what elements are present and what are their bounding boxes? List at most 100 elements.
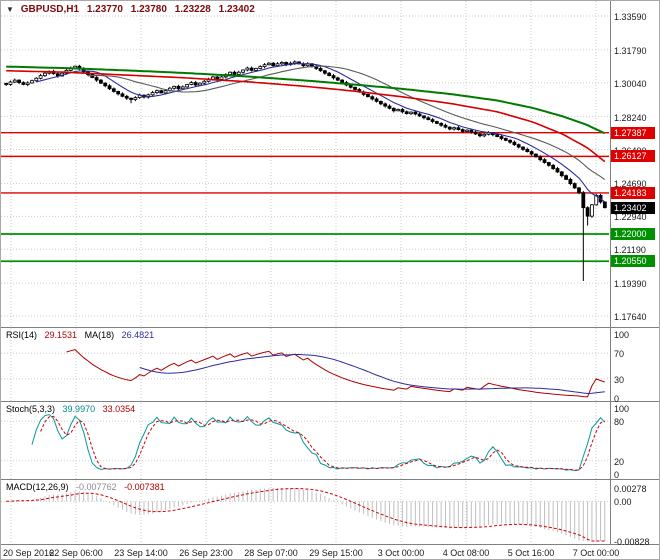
candle-body — [508, 139, 512, 143]
candle-body — [159, 90, 164, 94]
candle-body — [525, 148, 530, 153]
candle-body — [452, 127, 456, 130]
candle-body — [542, 159, 547, 163]
candle-body — [94, 77, 99, 81]
candle-body — [378, 100, 383, 105]
candle-body — [275, 63, 280, 67]
candle-body — [572, 183, 577, 189]
candle-body — [551, 164, 556, 169]
candle-body — [21, 82, 26, 85]
candle-body — [198, 82, 202, 86]
candle-body — [422, 115, 426, 119]
candle-body — [434, 121, 439, 124]
candle-body — [99, 79, 103, 84]
candle-body — [374, 98, 379, 102]
candle-body — [266, 62, 271, 66]
candle-body — [568, 179, 573, 184]
ma-slow-line — [87, 65, 606, 181]
candle-body — [439, 122, 444, 126]
candle-body — [215, 76, 220, 80]
candle-body — [155, 90, 159, 93]
candle-body — [43, 72, 47, 77]
candle-body — [478, 133, 482, 137]
candle-body — [340, 79, 345, 83]
candle-body — [447, 126, 452, 130]
candle-body — [249, 67, 254, 71]
candle-body — [327, 72, 332, 77]
candle-body — [348, 84, 353, 88]
candle-body — [512, 141, 517, 146]
candle-body — [228, 71, 233, 75]
candle-body — [254, 68, 258, 71]
red-ma-line — [6, 69, 606, 163]
candle-body — [262, 64, 267, 67]
candle-body — [331, 75, 336, 79]
candle-body — [577, 187, 581, 194]
candle-body — [133, 97, 138, 100]
candle-body — [258, 66, 263, 69]
candle-body — [12, 79, 17, 83]
macd-signal-line — [6, 487, 605, 542]
candle-body — [318, 68, 323, 72]
candle-body — [426, 117, 431, 121]
candle-body — [482, 133, 487, 137]
stoch-d-line — [40, 415, 606, 471]
candle-body — [236, 71, 241, 75]
candle-body — [180, 86, 185, 90]
candle-body — [30, 80, 34, 84]
candle-body — [400, 109, 405, 113]
candle-body — [409, 111, 413, 115]
candle-body — [581, 192, 586, 209]
candle-body — [529, 151, 534, 155]
candle-body — [176, 85, 181, 90]
candle-body — [534, 153, 538, 158]
candle-body — [163, 90, 168, 94]
candle-body — [473, 131, 478, 135]
green-ma-line — [6, 65, 606, 135]
candle-body — [8, 81, 13, 85]
candle-body — [602, 201, 607, 209]
candle-body — [292, 61, 297, 64]
candle-body — [25, 82, 30, 85]
candle-body — [465, 129, 469, 132]
candle-body — [538, 156, 543, 161]
candle-body — [503, 138, 508, 141]
candle-body — [366, 94, 370, 98]
candle-body — [499, 136, 504, 139]
candle-body — [150, 92, 155, 96]
candle-body — [17, 79, 21, 83]
candle-body — [521, 146, 525, 150]
candle-body — [413, 111, 418, 115]
candle-body — [111, 88, 116, 92]
rsi-ma-line — [139, 354, 605, 395]
candle-body — [353, 86, 357, 90]
candle-body — [430, 119, 435, 122]
candle-body — [443, 124, 448, 128]
candle-body — [38, 75, 43, 79]
candle-body — [516, 144, 521, 148]
candle-body — [219, 76, 224, 80]
candle-body — [193, 82, 198, 86]
candle-body — [564, 175, 568, 180]
stoch-k-line — [31, 413, 606, 472]
candle-body — [335, 77, 340, 81]
candle-body — [103, 82, 108, 87]
candle-body — [546, 162, 551, 166]
candle-body — [387, 105, 392, 109]
candle-body — [322, 70, 327, 74]
candle-body — [279, 62, 284, 65]
candle-body — [383, 103, 388, 107]
candle-body — [417, 113, 422, 117]
candle-body — [391, 107, 396, 112]
candle-body — [245, 67, 250, 71]
candle-body — [120, 93, 125, 97]
candle-body — [370, 96, 375, 100]
candle-body — [4, 82, 9, 85]
candle-body — [185, 84, 189, 88]
candle-body — [404, 111, 409, 115]
candle-body — [34, 77, 39, 82]
candle-body — [585, 207, 590, 217]
candle-body — [172, 85, 177, 89]
